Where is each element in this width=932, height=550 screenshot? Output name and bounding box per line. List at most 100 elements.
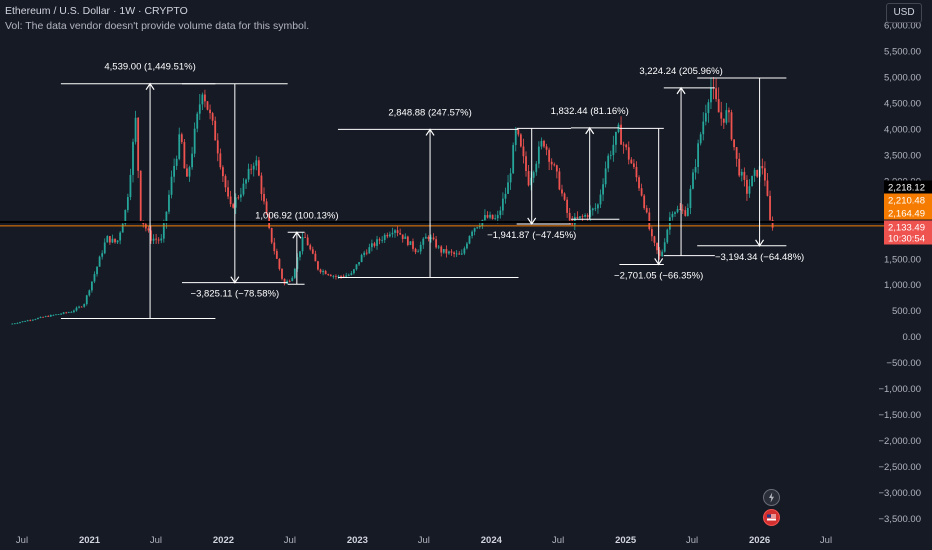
- time-tick-label: 2026: [749, 535, 770, 546]
- candle-body: [306, 237, 309, 246]
- lightning-icon[interactable]: [763, 489, 780, 506]
- candle-body: [293, 268, 296, 278]
- candle-body: [401, 234, 404, 239]
- candle-body: [319, 269, 322, 273]
- candle-body: [553, 164, 556, 166]
- candle-body: [740, 171, 743, 176]
- candle-body: [67, 312, 70, 314]
- candle-body: [530, 177, 533, 186]
- candle-body: [748, 186, 751, 194]
- candle-body: [702, 121, 705, 135]
- candle-body: [206, 101, 209, 110]
- candle-body: [335, 275, 337, 277]
- candle-body: [11, 323, 14, 325]
- candle-body: [417, 251, 420, 253]
- candle-body: [733, 139, 735, 148]
- candle-body: [373, 243, 376, 246]
- candle-body: [363, 252, 366, 255]
- candle-body: [391, 232, 394, 235]
- candle-body: [430, 237, 432, 239]
- time-tick-label: Jul: [150, 535, 162, 546]
- candle-body: [73, 310, 75, 313]
- candle-body: [514, 129, 517, 146]
- price-label-text: 10:30:54: [888, 234, 925, 245]
- candle-body: [543, 140, 545, 147]
- candle-body: [484, 215, 486, 221]
- price-label-badge: [884, 193, 932, 207]
- candle-body: [422, 238, 425, 245]
- price-tick-label: −1,500.00: [878, 410, 921, 421]
- candle-body: [296, 257, 299, 269]
- price-tick-label: 3,500.00: [884, 150, 921, 161]
- candle-body: [650, 229, 653, 237]
- candle-body: [607, 155, 610, 169]
- candle-body: [448, 251, 450, 254]
- measure-label: 3,224.24 (205.96%): [639, 66, 722, 77]
- candle-body: [730, 112, 733, 140]
- candle-body: [486, 215, 489, 218]
- price-tick-label: −3,500.00: [878, 514, 921, 525]
- candle-body: [612, 144, 615, 156]
- symbol-title[interactable]: Ethereum / U.S. Dollar · 1W · CRYPTO: [5, 5, 188, 17]
- candle-body: [301, 237, 304, 252]
- price-label-badge: [884, 220, 932, 234]
- candle-body: [191, 153, 193, 168]
- candle-body: [771, 219, 774, 228]
- candle-body: [622, 144, 625, 146]
- candle-body: [245, 179, 247, 184]
- candle-body: [473, 228, 476, 232]
- candle-body: [291, 277, 294, 282]
- candle-body: [694, 166, 697, 173]
- currency-button[interactable]: USD: [886, 3, 922, 23]
- candle-body: [239, 194, 242, 198]
- arrow-head: [425, 128, 435, 136]
- candle-body: [103, 242, 106, 254]
- candle-body: [44, 316, 47, 317]
- flag-icon[interactable]: [763, 509, 780, 526]
- candle-body: [257, 160, 260, 176]
- candle-body: [597, 204, 599, 209]
- candle-body: [342, 276, 345, 278]
- candle-body: [769, 195, 771, 220]
- candle-body: [707, 102, 710, 114]
- arrow-head: [654, 258, 664, 266]
- candle-body: [638, 177, 640, 189]
- candle-body: [699, 134, 702, 144]
- candle-body: [509, 173, 512, 183]
- candle-body: [494, 218, 497, 220]
- candle-body: [180, 134, 183, 143]
- time-tick-label: Jul: [16, 535, 28, 546]
- candle-body: [80, 306, 83, 308]
- candle-body: [561, 189, 563, 194]
- price-label-badge: [884, 206, 932, 220]
- candles-layer: [11, 76, 774, 325]
- candle-body: [653, 236, 656, 243]
- price-label-text: 2,164.49: [888, 209, 925, 220]
- candle-body: [139, 170, 142, 221]
- candle-body: [273, 242, 276, 252]
- volume-note: Vol: The data vendor doesn't provide vol…: [5, 20, 310, 32]
- candle-body: [751, 175, 753, 187]
- candle-body: [183, 142, 186, 169]
- candle-body: [214, 120, 217, 141]
- candle-body: [627, 147, 630, 160]
- candle-body: [376, 239, 378, 246]
- price-tick-label: 1,000.00: [884, 280, 921, 291]
- candle-body: [324, 271, 327, 275]
- measure-label: 4,539.00 (1,449.51%): [104, 62, 195, 73]
- candle-body: [761, 166, 764, 169]
- candle-body: [746, 179, 748, 194]
- candle-body: [692, 172, 694, 189]
- candle-body: [378, 239, 381, 241]
- candle-body: [468, 236, 471, 244]
- candle-body: [658, 250, 661, 257]
- candle-body: [450, 251, 453, 253]
- candle-body: [52, 314, 55, 316]
- candle-body: [275, 251, 278, 259]
- candle-body: [137, 117, 140, 171]
- candle-body: [247, 168, 250, 180]
- arrow-head: [292, 231, 302, 239]
- candle-body: [283, 278, 286, 284]
